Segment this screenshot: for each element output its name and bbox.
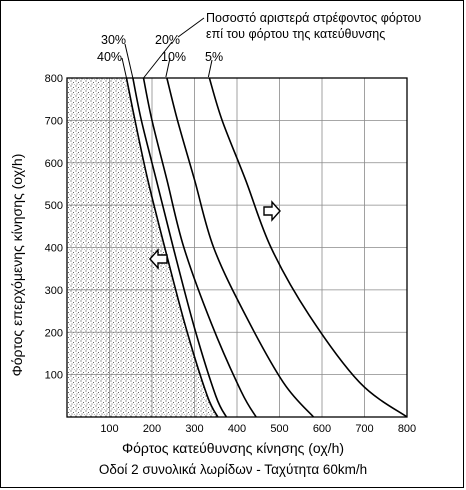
y-axis-label: Φόρτος επερχόμενης κίνησης (οχ/h)	[9, 153, 25, 377]
curve-5pct	[208, 77, 408, 418]
y-tick-label: 600	[45, 158, 63, 170]
y-tick-label: 500	[45, 200, 63, 212]
x-tick-label: 500	[270, 423, 288, 435]
annotation-leader-line	[177, 17, 205, 38]
label-leader-line	[121, 57, 127, 79]
y-tick-label: 400	[45, 243, 63, 255]
curve-label-20: 20%	[155, 33, 181, 47]
x-tick-label: 200	[143, 423, 161, 435]
label-leader-line	[124, 43, 134, 79]
y-tick-label: 200	[45, 327, 63, 339]
y-tick-label: 300	[45, 285, 63, 297]
left-arrow-icon	[149, 248, 168, 270]
curve-30pct	[132, 77, 228, 418]
x-tick-label: 100	[100, 423, 118, 435]
x-tick-label: 400	[228, 423, 246, 435]
x-axis-label: Φόρτος κατεύθυνσης κίνησης (οχ/h)	[121, 440, 345, 456]
curve-10pct	[166, 77, 315, 418]
curve-label-40: 40%	[97, 50, 123, 64]
plot-border	[66, 77, 408, 418]
label-leader-line	[207, 59, 213, 78]
right-arrow-icon	[263, 200, 281, 222]
curve-label-5: 5%	[205, 50, 224, 64]
curve-label-30: 30%	[101, 33, 127, 47]
label-leader-line	[165, 57, 171, 78]
x-tick-label: 600	[313, 423, 331, 435]
annotation-line-2: επί του φόρτου της κατεύθυνσης	[206, 27, 386, 41]
curve-label-10: 10%	[161, 50, 187, 64]
y-tick-label: 100	[45, 370, 63, 382]
x-tick-label: 700	[355, 423, 373, 435]
x-tick-label: 300	[185, 423, 203, 435]
x-tick-label: 800	[398, 423, 416, 435]
chart-subtitle: Οδοί 2 συνολικά λωρίδων - Ταχύτητα 60km/…	[98, 462, 368, 477]
y-tick-label: 700	[45, 115, 63, 127]
curve-40pct	[125, 77, 219, 418]
annotation-line-1: Ποσοστό αριστερά στρέφοντος φόρτου	[206, 11, 422, 25]
y-tick-label: 800	[45, 73, 63, 85]
label-leader-line	[143, 41, 173, 79]
curve-20pct	[142, 77, 257, 418]
